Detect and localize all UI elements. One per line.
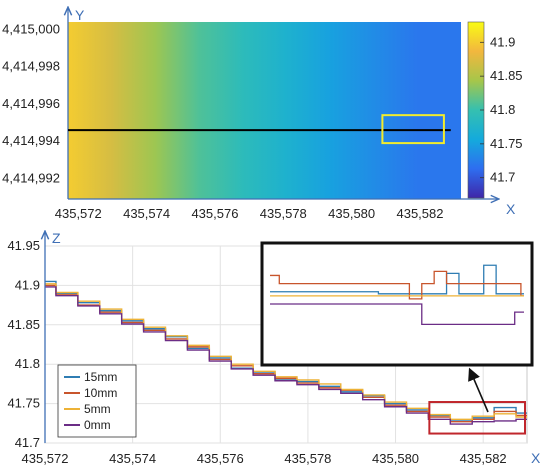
line-chart-y-tick-label: 41.85 xyxy=(7,317,40,332)
line-chart-x-ticks: 435,572 435,574 435,576 435,578 435,580 435,5… xyxy=(22,451,507,466)
line-chart-y-tick-label: 41.95 xyxy=(7,238,40,253)
colorbar-ticks: 41.9 41.85 41.8 41.75 41.7 xyxy=(480,34,523,185)
heatmap-x-axis-label: X xyxy=(506,201,516,217)
inset-series-0mm xyxy=(270,303,524,326)
line-chart-panel: 435,572 435,574 435,576 435,578 435,580 435,5… xyxy=(7,230,541,466)
heatmap-x-tick-label: 435,582 xyxy=(396,206,443,221)
zoom-box xyxy=(428,401,527,435)
legend: 15mm 10mm 5mm 0mm xyxy=(57,364,137,438)
inset-series-10mm xyxy=(270,270,524,300)
heatmap-x-tick-label: 435,574 xyxy=(123,206,170,221)
series-line-0mm xyxy=(45,286,527,425)
heatmap-y-tick-label: 4,414,996 xyxy=(2,96,60,111)
inset-series-15mm xyxy=(270,264,524,295)
heatmap-y-tick-label: 4,414,994 xyxy=(2,133,60,148)
line-chart-x-axis-label: X xyxy=(531,450,541,466)
line-chart-y-tick-label: 41.8 xyxy=(15,356,40,371)
heatmap-panel: Y X 435,572 435,574 435,576 435,578 435,580 4… xyxy=(2,7,523,221)
heatmap-x-tick-label: 435,580 xyxy=(328,206,375,221)
line-chart-x-tick-label: 435,572 xyxy=(22,451,69,466)
heatmap-x-ticks: 435,572 435,574 435,576 435,578 435,580 435,5… xyxy=(55,206,444,221)
colorbar-tick-label: 41.75 xyxy=(490,136,523,151)
heatmap-surface xyxy=(68,22,461,199)
line-chart-y-tick-label: 41.7 xyxy=(15,435,40,450)
highlight-box xyxy=(381,114,445,145)
heatmap-y-ticks: 4,415,000 4,414,998 4,414,996 4,414,994 4,41… xyxy=(2,21,60,185)
line-chart-y-tick-label: 41.75 xyxy=(7,396,40,411)
legend-label: 15mm xyxy=(84,370,117,384)
heatmap-x-tick-label: 435,572 xyxy=(55,206,102,221)
colorbar-tick-label: 41.9 xyxy=(490,34,515,49)
line-chart-y-ticks: 41.95 41.9 41.85 41.8 41.75 41.7 xyxy=(7,238,40,450)
heatmap-y-tick-label: 4,414,998 xyxy=(2,59,60,74)
line-chart-x-tick-label: 435,576 xyxy=(197,451,244,466)
line-chart-z-axis-label: Z xyxy=(52,230,61,246)
line-chart-y-tick-label: 41.9 xyxy=(15,277,40,292)
heatmap-y-tick-label: 4,414,992 xyxy=(2,171,60,186)
colorbar-tick-label: 41.7 xyxy=(490,170,515,185)
line-chart-x-tick-label: 435,580 xyxy=(372,451,419,466)
heatmap-y-tick-label: 4,415,000 xyxy=(2,21,60,36)
heatmap-x-tick-label: 435,576 xyxy=(191,206,238,221)
line-chart-series xyxy=(45,280,527,425)
colorbar-tick-label: 41.85 xyxy=(490,68,523,83)
zoom-arrow xyxy=(468,367,489,413)
line-chart-x-tick-label: 435,578 xyxy=(284,451,331,466)
legend-label: 0mm xyxy=(84,418,111,432)
legend-label: 5mm xyxy=(84,402,111,416)
line-chart-x-tick-label: 435,574 xyxy=(109,451,156,466)
heatmap-x-tick-label: 435,578 xyxy=(260,206,307,221)
legend-label: 10mm xyxy=(84,386,117,400)
zoom-inset xyxy=(260,241,534,367)
heatmap-y-axis-label: Y xyxy=(75,7,85,23)
line-chart-x-tick-label: 435,582 xyxy=(460,451,507,466)
colorbar-tick-label: 41.8 xyxy=(490,102,515,117)
